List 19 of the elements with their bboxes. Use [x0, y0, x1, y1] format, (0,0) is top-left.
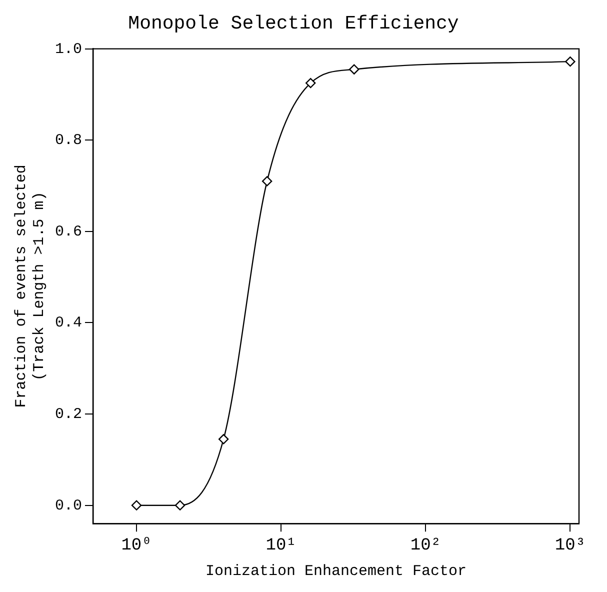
x-tick-label: 10³ [554, 536, 586, 556]
x-tick-label: 10¹ [266, 536, 296, 556]
y-tick-label: 0.2 [54, 406, 82, 423]
chart-title: Monopole Selection Efficiency [128, 12, 459, 34]
point [174, 500, 186, 510]
point [131, 500, 142, 510]
point [306, 78, 316, 88]
y-tick-label: 0.0 [54, 497, 82, 514]
x-axis-title: Ionization Enhancement Factor [205, 562, 467, 580]
y-tick-label: 0.6 [54, 223, 82, 240]
point [349, 64, 360, 74]
y-tick-label: 0.8 [54, 132, 82, 150]
point [218, 434, 229, 444]
x-tick-label: 10² [410, 536, 441, 556]
y-axis-title: Fraction of events selected (Track Length >1.5 m) [12, 164, 48, 408]
point [262, 176, 272, 186]
y-tick-label: 0.4 [54, 314, 82, 332]
y-tick-label: 1.0 [54, 40, 82, 58]
x-tick-label: 10⁰ [121, 536, 152, 556]
